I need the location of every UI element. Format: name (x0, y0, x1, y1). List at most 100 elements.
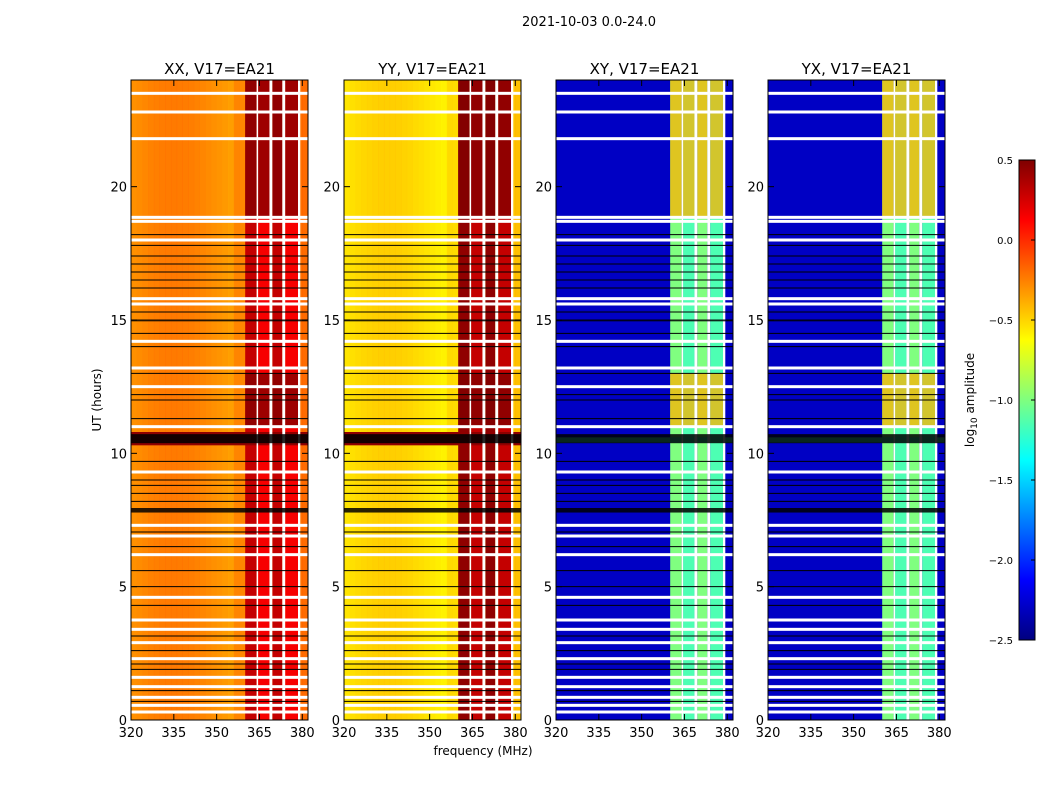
flagged-time-gap (768, 302, 945, 306)
flagged-time-gap (131, 523, 308, 527)
flagged-time-gap (131, 675, 308, 679)
flagged-time-gap (131, 385, 308, 389)
flagged-time-gap (556, 675, 733, 679)
panel-1: XX, V17=EA21 320 335 350 365 380 0 5 10 15 20 (110, 60, 314, 741)
flagged-time-gap (344, 385, 521, 389)
flagged-block (556, 434, 733, 444)
flagged-time-gap (556, 523, 733, 527)
flagged-time-gap (768, 425, 945, 429)
flagged-time-gap (556, 215, 733, 219)
y-tick-label: 20 (535, 181, 552, 196)
flagged-time-gap (131, 110, 308, 114)
flagged-time-gap (131, 534, 308, 538)
flagged-time-gap (344, 110, 521, 114)
flagged-time-gap (131, 657, 308, 661)
flagged-time-gap (768, 534, 945, 538)
rfi-burst (285, 80, 299, 216)
flagged-block (131, 434, 308, 444)
colorbar-label: log10 amplitude (963, 353, 980, 447)
flagged-time-gap (131, 695, 308, 699)
flagged-time-gap (556, 91, 733, 95)
rfi-burst (458, 80, 470, 216)
panel-title: YX, V17=EA21 (801, 60, 912, 78)
flagged-time-gap (344, 470, 521, 474)
colorbar-tick-label: −1.5 (989, 476, 1013, 487)
flagged-time-gap (344, 595, 521, 599)
flagged-time-gap (131, 685, 308, 689)
flagged-time-gap (768, 595, 945, 599)
y-tick-label: 5 (332, 581, 340, 596)
flagged-time-gap (768, 618, 945, 622)
flagged-time-gap (556, 641, 733, 645)
x-tick-label: 365 (884, 726, 909, 741)
flagged-time-gap (556, 385, 733, 389)
flagged-time-gap (556, 685, 733, 689)
flagged-time-gap (556, 366, 733, 370)
x-tick-label: 350 (204, 726, 229, 741)
x-tick-label: 380 (503, 726, 528, 741)
colorbar-tick-label: −2.5 (989, 636, 1013, 647)
flagged-block (556, 319, 733, 322)
rfi-burst (245, 80, 257, 216)
x-tick-label: 380 (927, 726, 952, 741)
flagged-time-gap (344, 695, 521, 699)
flagged-block (131, 319, 308, 322)
flagged-time-gap (344, 657, 521, 661)
x-tick-label: 335 (586, 726, 611, 741)
x-tick-label: 365 (672, 726, 697, 741)
y-tick-label: 5 (119, 581, 127, 596)
colorbar-ticks: 0.5 0.0 −0.5 −1.0 −1.5 −2.0 −2.5 (989, 156, 1035, 647)
panel-4: YX, V17=EA21 320 335 350 365 380 0 5 10 15 20 (747, 60, 951, 741)
flagged-time-gap (344, 618, 521, 622)
flagged-time-gap (768, 137, 945, 141)
flagged-time-gap (131, 137, 308, 141)
y-tick-label: 15 (535, 314, 552, 329)
flagged-time-gap (768, 657, 945, 661)
flagged-time-gap (768, 110, 945, 114)
y-tick-label: 20 (110, 181, 127, 196)
flagged-time-gap (131, 91, 308, 95)
colorbar: 0.5 0.0 −0.5 −1.0 −1.5 −2.0 −2.5 log10 amplitu… (963, 156, 1036, 647)
y-tick-label: 15 (323, 314, 340, 329)
flagged-time-gap (131, 553, 308, 557)
flagged-block (768, 434, 945, 444)
flagged-time-gap (344, 302, 521, 306)
colorbar-tick-label: 0.0 (997, 236, 1013, 247)
x-tick-label: 320 (544, 726, 569, 741)
flagged-time-gap (344, 137, 521, 141)
flagged-block (131, 508, 308, 513)
flagged-time-gap (344, 425, 521, 429)
flagged-time-gap (556, 595, 733, 599)
x-tick-label: 380 (715, 726, 740, 741)
flagged-time-gap (131, 238, 308, 242)
y-tick-label: 5 (544, 581, 552, 596)
panel-frame (555, 79, 734, 721)
flagged-time-gap (131, 595, 308, 599)
colorbar-tick-label: −1.0 (989, 396, 1013, 407)
panel-3: XY, V17=EA21 320 335 350 365 380 0 5 10 15 20 (535, 60, 739, 741)
flagged-time-gap (344, 238, 521, 242)
x-tick-label: 365 (460, 726, 485, 741)
panel-frame (130, 79, 309, 721)
panel-title: XY, V17=EA21 (590, 60, 700, 78)
y-tick-label: 0 (119, 714, 127, 729)
flagged-time-gap (131, 470, 308, 474)
y-tick-label: 20 (323, 181, 340, 196)
flagged-time-gap (131, 297, 308, 301)
x-tick-label: 335 (374, 726, 399, 741)
flagged-time-gap (344, 297, 521, 301)
flagged-time-gap (131, 219, 308, 223)
flagged-block (344, 319, 521, 322)
flagged-time-gap (768, 710, 945, 714)
flagged-time-gap (131, 339, 308, 343)
x-tick-label: 335 (161, 726, 186, 741)
colorbar-tick-label: 0.5 (997, 156, 1013, 167)
flagged-time-gap (131, 425, 308, 429)
y-tick-label: 20 (747, 181, 764, 196)
flagged-time-gap (556, 110, 733, 114)
flagged-time-gap (768, 219, 945, 223)
flagged-time-gap (768, 339, 945, 343)
flagged-time-gap (768, 91, 945, 95)
